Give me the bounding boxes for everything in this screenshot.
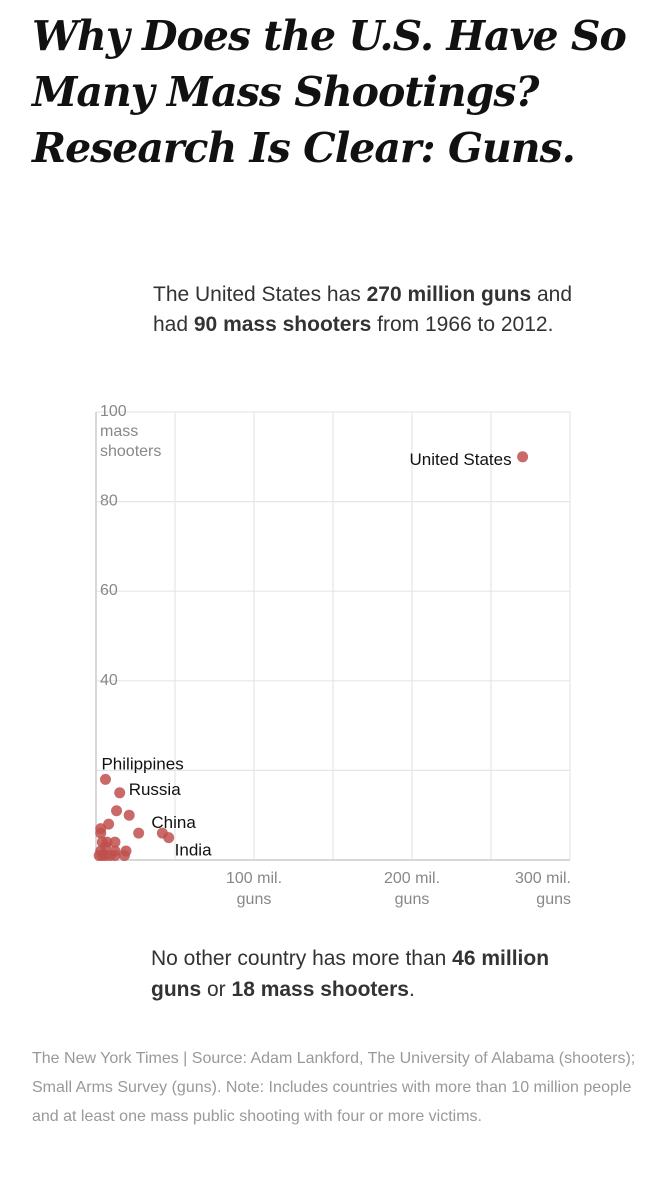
intro-guns-emphasis: 270 million guns — [366, 283, 532, 306]
source-note: The New York Times | Source: Adam Lankfo… — [32, 1050, 636, 1125]
y-tick-label-line: 40 — [100, 672, 118, 689]
headline-line-1: Why Does the U.S. Have So — [32, 12, 627, 60]
y-tick-label-line: 100 — [100, 403, 127, 420]
point-label: China — [151, 813, 196, 832]
data-point — [109, 836, 121, 848]
data-point — [109, 850, 121, 862]
data-point — [111, 805, 123, 817]
y-tick-label: 80 — [100, 493, 118, 510]
data-point — [163, 832, 175, 844]
y-tick-label-line: 80 — [100, 493, 118, 510]
data-point — [99, 850, 111, 862]
point-label: India — [175, 841, 212, 860]
data-point — [133, 827, 145, 839]
intro-shooters-emphasis: 90 mass shooters — [193, 313, 372, 336]
x-tick-label-line: guns — [536, 891, 571, 908]
data-point — [118, 850, 130, 862]
closing-guns-emphasis: 46 million guns — [151, 947, 550, 1001]
data-point — [123, 809, 135, 821]
y-tick-label-line: shooters — [100, 443, 161, 460]
headline-line-3: Research Is Clear: Guns. — [32, 124, 576, 172]
x-tick-label-line: guns — [395, 891, 430, 908]
closing-text: No other country has more than 46 millio… — [151, 943, 591, 1005]
intro-text-part: from 1966 to 2012. — [371, 313, 554, 336]
x-tick-label: 300 mil. guns — [515, 870, 571, 908]
x-tick-label: 200 mil. guns — [384, 870, 440, 908]
point-label: United States — [410, 450, 512, 469]
closing-shooters-emphasis: 18 mass shooters — [231, 978, 409, 1001]
x-tick-label-line: 300 mil. — [515, 870, 571, 887]
closing-text-part: . — [408, 978, 415, 1001]
data-point — [114, 787, 126, 799]
x-tick-label-line: guns — [237, 891, 272, 908]
x-tick-label-line: 200 mil. — [384, 870, 440, 887]
headline-line-2: Many Mass Shootings? — [32, 68, 539, 116]
data-point — [517, 451, 529, 463]
data-point — [95, 827, 107, 839]
intro-text-part: The United States has — [153, 283, 367, 306]
y-tick-label-line: 60 — [100, 582, 118, 599]
headline: Why Does the U.S. Have So Many Mass Shoo… — [32, 8, 652, 176]
closing-text-part: No other country has more than — [151, 947, 453, 970]
y-tick-label: 60 — [100, 582, 118, 599]
point-label: Philippines — [101, 754, 183, 773]
y-tick-label: 40 — [100, 672, 118, 689]
point-label: Russia — [129, 780, 182, 799]
data-point — [99, 773, 111, 785]
y-tick-label: 100 mass shooters — [100, 403, 161, 460]
x-tick-label-line: 100 mil. — [226, 870, 282, 887]
intro-text-part: and had — [153, 283, 573, 336]
x-tick-label: 100 mil. guns — [226, 870, 282, 908]
y-tick-label-line: mass — [100, 423, 138, 440]
intro-text: The United States has 270 million guns a… — [153, 280, 573, 340]
closing-text-part: or — [201, 978, 232, 1001]
